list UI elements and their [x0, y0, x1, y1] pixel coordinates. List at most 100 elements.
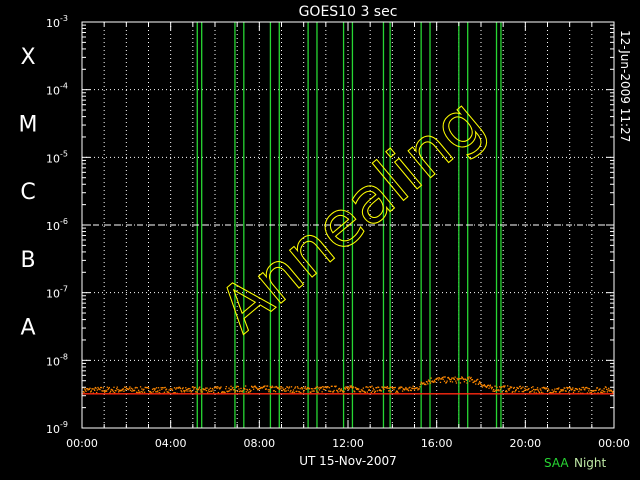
data-point — [83, 391, 85, 393]
data-point — [383, 386, 386, 388]
data-point — [117, 388, 119, 391]
data-point — [219, 388, 221, 390]
data-point — [599, 388, 601, 390]
data-point — [84, 389, 87, 391]
data-point — [486, 386, 488, 388]
data-point — [240, 387, 242, 390]
data-point — [296, 386, 299, 388]
data-point — [565, 390, 567, 392]
x-tick-labels: 00:00 04:00 08:00 12:00 16:00 20:00 00:00 — [66, 22, 630, 450]
data-point — [324, 386, 327, 388]
data-point — [106, 386, 108, 388]
data-point — [125, 386, 127, 389]
data-point — [384, 386, 386, 389]
data-point — [447, 377, 449, 379]
data-point — [551, 389, 553, 391]
data-point — [508, 389, 510, 391]
data-point — [377, 386, 379, 388]
data-point — [533, 391, 535, 393]
data-point — [538, 391, 540, 393]
data-point — [466, 382, 468, 384]
data-point — [479, 382, 482, 384]
x-tick-label: 20:00 — [509, 437, 541, 450]
data-point — [571, 388, 573, 391]
data-point — [307, 387, 309, 389]
data-point — [393, 387, 396, 389]
data-point — [463, 381, 466, 383]
data-point — [572, 391, 575, 394]
data-point — [505, 390, 507, 392]
data-point — [467, 377, 469, 379]
data-point — [225, 386, 228, 388]
data-point — [241, 391, 243, 393]
data-point — [382, 387, 384, 389]
data-point — [121, 390, 123, 392]
data-point — [488, 387, 490, 389]
data-point — [430, 377, 432, 379]
data-point — [233, 389, 235, 391]
data-point — [327, 386, 329, 388]
data-point — [554, 391, 557, 393]
data-point — [290, 389, 292, 392]
data-point — [399, 386, 402, 388]
data-point — [209, 387, 212, 389]
data-point — [117, 391, 120, 393]
data-point — [189, 387, 191, 390]
data-point — [439, 378, 441, 380]
data-point — [393, 389, 395, 391]
data-point — [344, 387, 346, 389]
data-point — [431, 380, 433, 383]
data-point — [392, 386, 394, 389]
data-point — [243, 388, 245, 390]
data-point — [435, 378, 437, 380]
data-point — [477, 383, 480, 385]
data-point — [103, 390, 105, 392]
data-point — [266, 385, 269, 387]
data-point — [587, 387, 589, 390]
data-point — [336, 390, 339, 392]
data-point — [437, 377, 439, 379]
data-point — [155, 391, 157, 393]
data-point — [318, 387, 320, 389]
data-point — [142, 389, 144, 391]
data-point — [499, 389, 501, 391]
data-point — [186, 390, 188, 392]
data-point — [549, 391, 551, 394]
data-point — [396, 390, 398, 393]
data-point — [597, 392, 599, 394]
data-point — [316, 390, 318, 392]
data-point — [182, 387, 184, 389]
data-point — [293, 391, 295, 394]
data-point — [561, 389, 563, 391]
data-point — [295, 390, 297, 393]
data-point — [502, 385, 504, 388]
data-point — [373, 389, 375, 391]
data-point — [570, 388, 572, 390]
data-point — [131, 388, 134, 390]
data-point — [503, 385, 505, 387]
data-point — [88, 388, 91, 391]
data-point — [98, 388, 100, 390]
data-point — [261, 387, 263, 389]
data-point — [504, 385, 506, 387]
data-point — [193, 388, 195, 390]
data-point — [443, 380, 446, 382]
data-point — [426, 381, 428, 383]
data-point — [96, 389, 98, 391]
data-point — [328, 390, 330, 392]
data-point — [183, 390, 185, 392]
data-point — [535, 392, 537, 394]
data-point — [109, 390, 112, 392]
data-point — [417, 388, 420, 390]
data-point — [554, 388, 556, 390]
data-point — [407, 388, 409, 390]
data-point — [380, 390, 382, 392]
data-point — [284, 390, 286, 392]
data-point — [122, 388, 124, 390]
data-point — [375, 387, 377, 389]
data-point — [271, 385, 273, 387]
data-point — [469, 380, 471, 382]
data-point — [552, 391, 554, 394]
data-point — [320, 387, 322, 389]
data-point — [304, 387, 306, 389]
